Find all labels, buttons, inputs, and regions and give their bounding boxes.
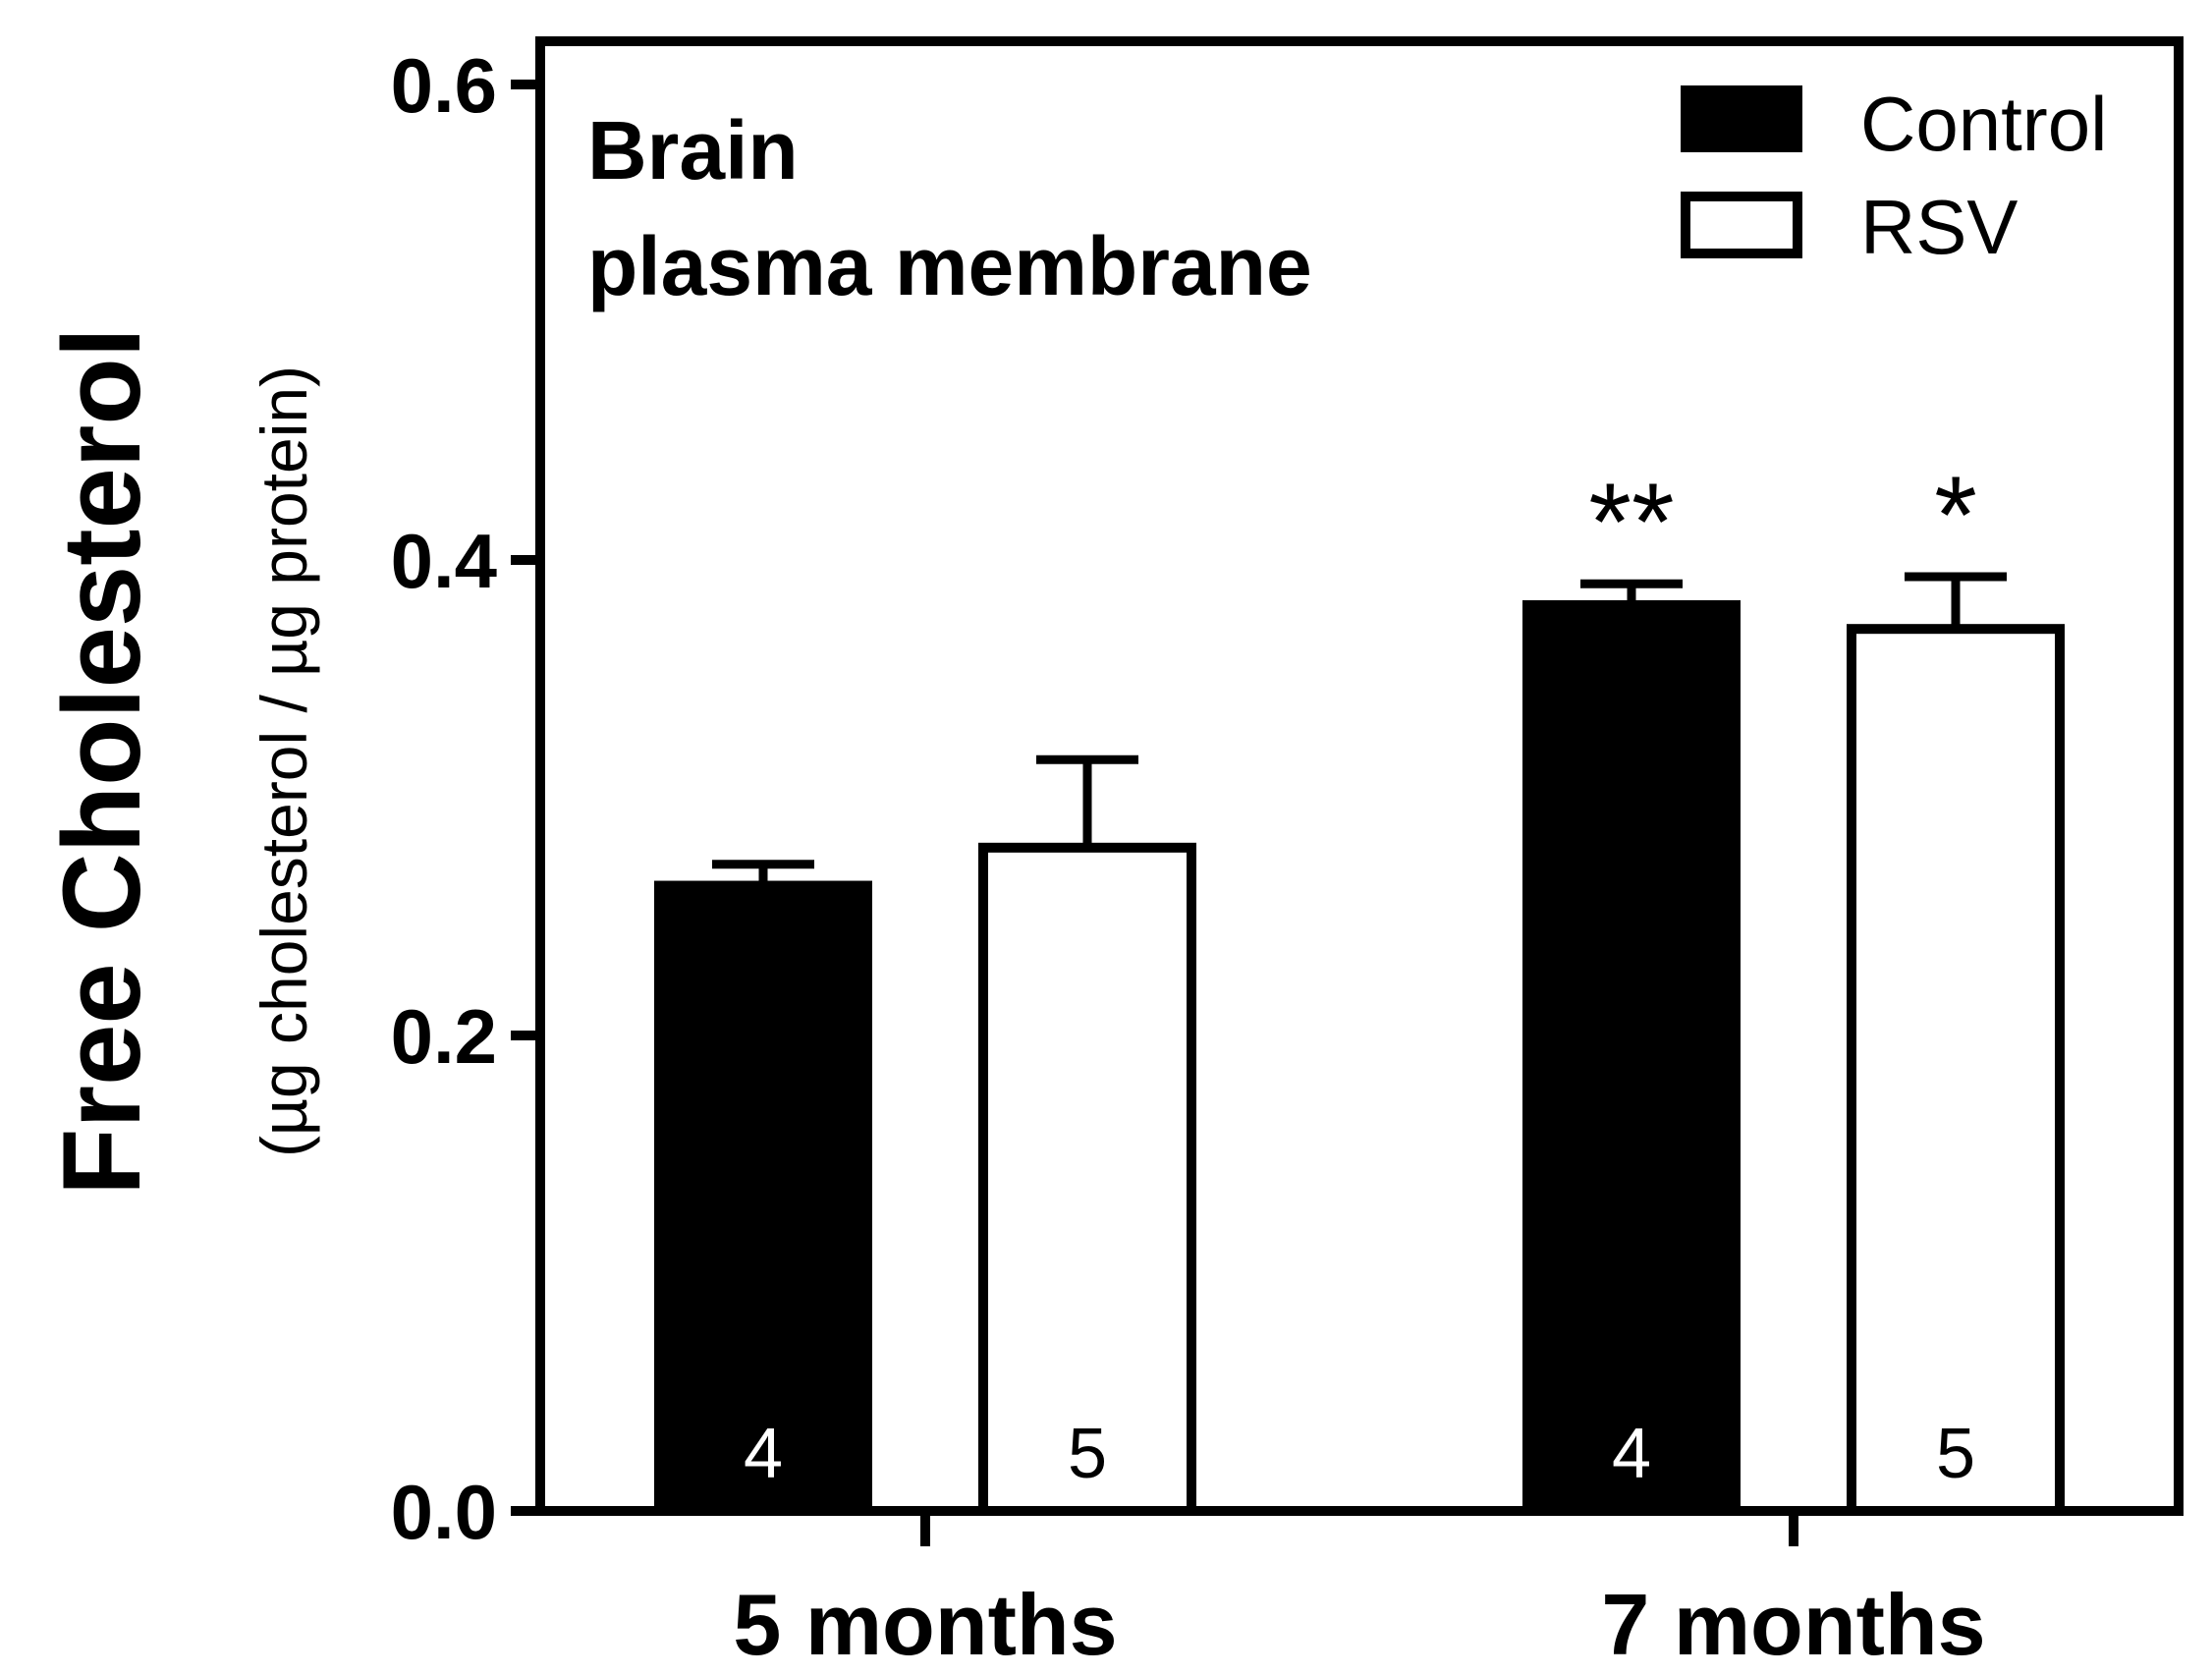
bar-rsv-1 xyxy=(978,842,1196,1516)
y-axis-unit: (µg cholesterol / µg protein) xyxy=(248,365,320,1157)
legend-label-rsv: RSV xyxy=(1860,184,2018,270)
y-tick-label-3: 0.6 xyxy=(391,42,497,129)
legend: Control RSV xyxy=(1681,81,2107,270)
y-tick-label-2: 0.4 xyxy=(391,518,497,604)
bar-control-2 xyxy=(1522,599,1741,1516)
significance-rsv-2: * xyxy=(1934,454,1977,577)
n-label-control-2: 4 xyxy=(1612,1415,1651,1493)
n-label-control-1: 4 xyxy=(744,1415,783,1493)
axes-layer xyxy=(511,36,2184,1546)
bar-rsv-2 xyxy=(1847,624,2065,1516)
legend-swatch-rsv xyxy=(1681,192,1802,258)
chart-title-line-1: Brain xyxy=(587,104,799,196)
n-label-rsv-1: 5 xyxy=(1068,1415,1107,1493)
n-label-rsv-2: 5 xyxy=(1936,1415,1975,1493)
y-tick-label-0: 0.0 xyxy=(391,1469,497,1555)
bar-control-1 xyxy=(654,880,872,1516)
x-category-label-0: 5 months xyxy=(733,1576,1117,1673)
labels-layer: 4 4 ** 5 5 * 0.0 0.2 0.4 0.6 5 months 7 months xyxy=(391,42,1986,1673)
legend-swatch-control xyxy=(1681,85,1802,152)
legend-label-control: Control xyxy=(1860,81,2107,167)
significance-control-2: ** xyxy=(1588,461,1674,584)
y-tick-label-1: 0.2 xyxy=(391,993,497,1080)
bars-layer xyxy=(654,572,2065,1516)
y-axis-title: Free Cholesterol xyxy=(40,327,163,1196)
x-category-label-1: 7 months xyxy=(1601,1576,1985,1673)
chart-title-line-2: plasma membrane xyxy=(587,220,1312,312)
